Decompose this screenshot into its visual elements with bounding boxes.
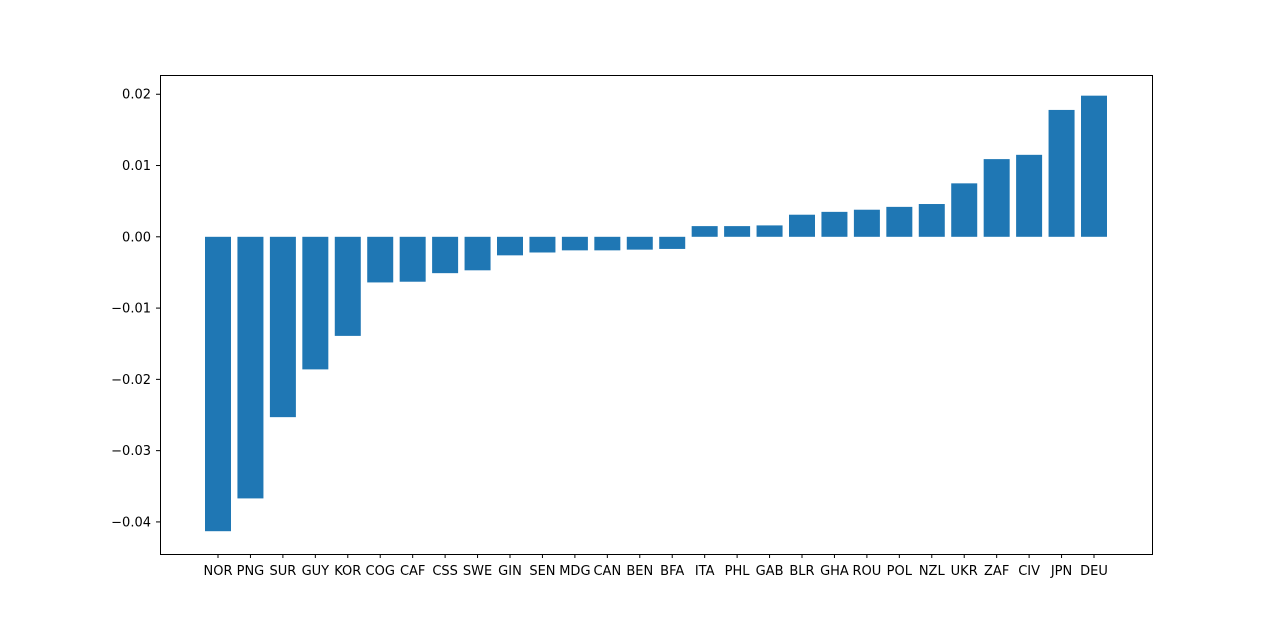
y-tick-label: −0.02 [111,373,151,388]
bar-sur [269,236,296,418]
bar-gin [497,236,523,256]
bar-can [594,236,621,251]
bar-cog [367,236,394,283]
x-tick-label-gha: GHA [820,564,849,579]
bar-css [432,236,459,274]
x-tick-label-caf: CAF [400,564,425,579]
x-tick-label-phl: PHL [725,564,751,579]
x-tick-label-sen: SEN [529,564,555,579]
x-tick-label-css: CSS [432,564,458,579]
x-tick-label-ita: ITA [695,564,715,579]
bar-bfa [659,236,686,249]
x-tick-label-rou: ROU [852,564,881,579]
x-tick-label-bfa: BFA [660,564,684,579]
bar-jpn [1048,109,1075,237]
bar-gab [756,225,783,237]
bar-nor [205,236,231,532]
bar-nzl [918,204,945,237]
bar-blr [789,214,815,237]
bar-gha [821,211,848,237]
bar-deu [1081,95,1107,237]
x-tick-label-gab: GAB [756,564,784,579]
bar-ben [626,236,653,250]
x-tick-label-blr: BLR [789,564,814,579]
y-tick-label: 0.02 [122,88,151,103]
x-tick-label-sur: SUR [269,564,296,579]
x-tick-label-gin: GIN [498,564,522,579]
x-tick-label-jpn: JPN [1050,564,1072,579]
x-tick-label-kor: KOR [334,564,361,579]
y-tick-label: 0.01 [122,159,151,174]
x-tick-label-deu: DEU [1080,564,1108,579]
bar-ukr [951,183,978,237]
bar-sen [529,236,556,253]
x-tick-label-civ: CIV [1018,564,1040,579]
x-tick-label-ben: BEN [626,564,653,579]
x-tick-label-swe: SWE [463,564,492,579]
x-tick-label-can: CAN [593,564,621,579]
bar-pol [886,206,913,237]
bar-ita [691,226,718,237]
y-tick-label: −0.03 [111,444,151,459]
plot-frame [160,75,1153,555]
y-axis: 0.02 0.01 0.00 −0.01 −0.02 −0.03 −0.04 [111,88,160,530]
bar-civ [1016,154,1043,237]
bar-phl [724,226,751,237]
bar-png [237,236,264,499]
y-tick-label: −0.04 [111,515,151,530]
y-tick-label: −0.01 [111,302,151,317]
bar-swe [464,236,491,271]
x-tick-label-zaf: ZAF [984,564,1009,579]
bar-kor [334,236,361,336]
x-tick-label-png: PNG [237,564,265,579]
x-tick-label-guy: GUY [302,564,330,579]
x-tick-label-cog: COG [366,564,395,579]
bar-mdg [561,236,588,251]
bar-guy [302,236,329,370]
x-tick-label-mdg: MDG [559,564,590,579]
bars-layer [205,95,1107,532]
x-tick-label-pol: POL [887,564,913,579]
y-tick-label: 0.00 [122,230,151,245]
x-tick-label-nor: NOR [204,564,233,579]
bar-rou [853,209,880,237]
bar-zaf [983,159,1010,237]
x-tick-label-nzl: NZL [919,564,946,579]
x-tick-label-ukr: UKR [951,564,978,579]
bar-caf [399,236,426,282]
x-axis: NOR PNG SUR GUY KOR COG CAF CSS SWE GIN SEN MDG CAN B… [204,554,1108,579]
